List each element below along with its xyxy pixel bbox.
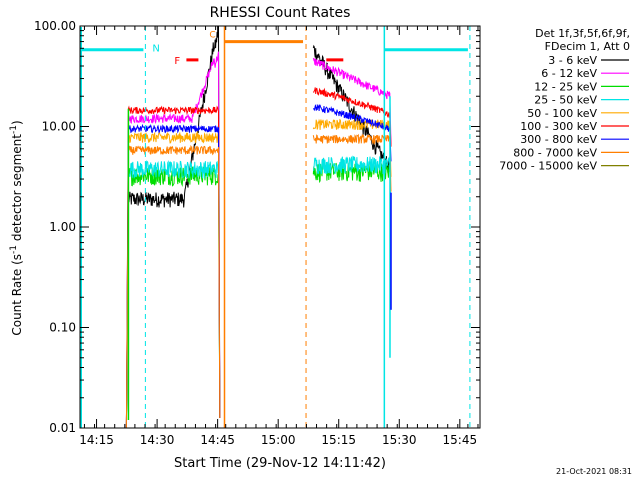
series-line-6-part2 <box>312 104 392 162</box>
y-tick-label: 10.00 <box>42 120 76 134</box>
plot-frame <box>79 25 481 429</box>
legend-entry-label: 100 - 300 keV <box>520 120 597 133</box>
x-tick-label: 14:45 <box>200 433 235 447</box>
series-line-3-part1 <box>125 160 221 429</box>
series-line-2-part1 <box>125 166 221 429</box>
legend: Det 1f,3f,5f,6f,9f, FDecim 1, Att 0 3 - … <box>499 27 630 173</box>
annotation-n: N <box>152 43 159 54</box>
series-line-0-part2 <box>312 44 392 220</box>
series-layer <box>125 25 392 429</box>
legend-entry-label: 800 - 7000 keV <box>513 146 597 159</box>
y-axis-label: Count Rate (s-1 detector segment-1) <box>9 120 24 335</box>
x-axis-label: Start Time (29-Nov-12 14:11:42) <box>174 456 386 471</box>
series-line-6-part1 <box>125 123 221 429</box>
legend-entry-label: 25 - 50 keV <box>534 94 597 107</box>
overlay-layer: N F C <box>80 26 471 428</box>
legend-entry-label: 3 - 6 keV <box>548 54 597 67</box>
series-line-5-part2 <box>312 87 392 147</box>
series-line-0-part1 <box>125 25 221 429</box>
chart-title: RHESSI Count Rates <box>210 5 351 21</box>
series-line-1-part1 <box>125 51 221 429</box>
x-tick-label: 14:30 <box>140 433 175 447</box>
legend-entry-label: 6 - 12 keV <box>541 67 597 80</box>
legend-entry-label: 300 - 800 keV <box>520 133 597 146</box>
x-tick-label: 15:00 <box>261 433 296 447</box>
legend-entry-label: 7000 - 15000 keV <box>499 160 597 173</box>
annotation-f: F <box>174 56 180 67</box>
y-tick-label: 1.00 <box>49 220 76 234</box>
legend-header-1: Det 1f,3f,5f,6f,9f, <box>535 27 630 40</box>
series-line-1-part2 <box>312 57 392 145</box>
y-tick-label: 0.10 <box>49 321 76 335</box>
series-line-3-part2 <box>312 155 392 217</box>
annotation-c: C <box>209 31 215 41</box>
y-tick-label: 0.01 <box>49 421 76 435</box>
series-line-4-part1 <box>125 130 221 429</box>
legend-entry-label: 50 - 100 keV <box>527 107 597 120</box>
y-tick-label: 100.00 <box>34 19 76 33</box>
series-line-7-part2 <box>312 133 392 192</box>
legend-entry-label: 12 - 25 keV <box>534 80 597 93</box>
x-tick-label: 15:30 <box>382 433 417 447</box>
legend-header-2: FDecim 1, Att 0 <box>545 40 630 53</box>
footer-date: 21-Oct-2021 08:31 <box>556 467 632 476</box>
x-tick-label: 15:15 <box>321 433 356 447</box>
series-line-7-part1 <box>125 144 221 429</box>
x-tick-label: 15:45 <box>443 433 478 447</box>
series-line-5-part1 <box>125 105 221 429</box>
x-tick-label: 14:15 <box>79 433 114 447</box>
